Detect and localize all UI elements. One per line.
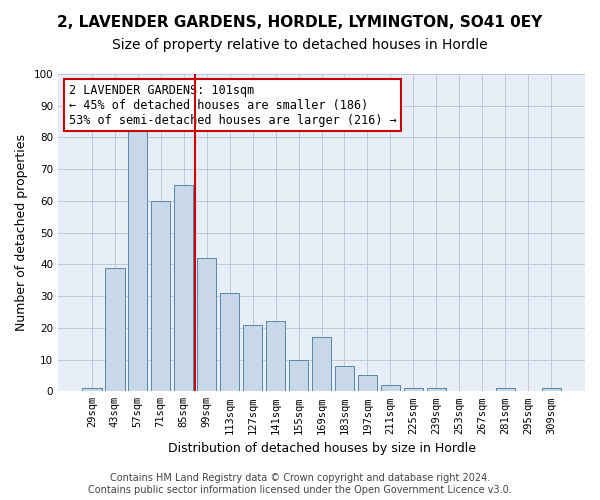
Bar <box>243 324 262 392</box>
Bar <box>358 376 377 392</box>
Y-axis label: Number of detached properties: Number of detached properties <box>15 134 28 331</box>
Bar <box>82 388 101 392</box>
Text: Size of property relative to detached houses in Hordle: Size of property relative to detached ho… <box>112 38 488 52</box>
Text: Contains HM Land Registry data © Crown copyright and database right 2024.
Contai: Contains HM Land Registry data © Crown c… <box>88 474 512 495</box>
Bar <box>496 388 515 392</box>
Bar <box>289 360 308 392</box>
Bar <box>128 131 148 392</box>
Text: 2 LAVENDER GARDENS: 101sqm
← 45% of detached houses are smaller (186)
53% of sem: 2 LAVENDER GARDENS: 101sqm ← 45% of deta… <box>68 84 397 126</box>
Bar <box>220 293 239 392</box>
Bar <box>266 322 286 392</box>
Text: 2, LAVENDER GARDENS, HORDLE, LYMINGTON, SO41 0EY: 2, LAVENDER GARDENS, HORDLE, LYMINGTON, … <box>58 15 542 30</box>
Bar <box>105 268 125 392</box>
Bar <box>380 385 400 392</box>
Bar <box>404 388 423 392</box>
Bar <box>542 388 561 392</box>
Bar <box>427 388 446 392</box>
X-axis label: Distribution of detached houses by size in Hordle: Distribution of detached houses by size … <box>167 442 476 455</box>
Bar <box>197 258 217 392</box>
Bar <box>312 338 331 392</box>
Bar <box>174 185 193 392</box>
Bar <box>151 201 170 392</box>
Bar <box>335 366 354 392</box>
